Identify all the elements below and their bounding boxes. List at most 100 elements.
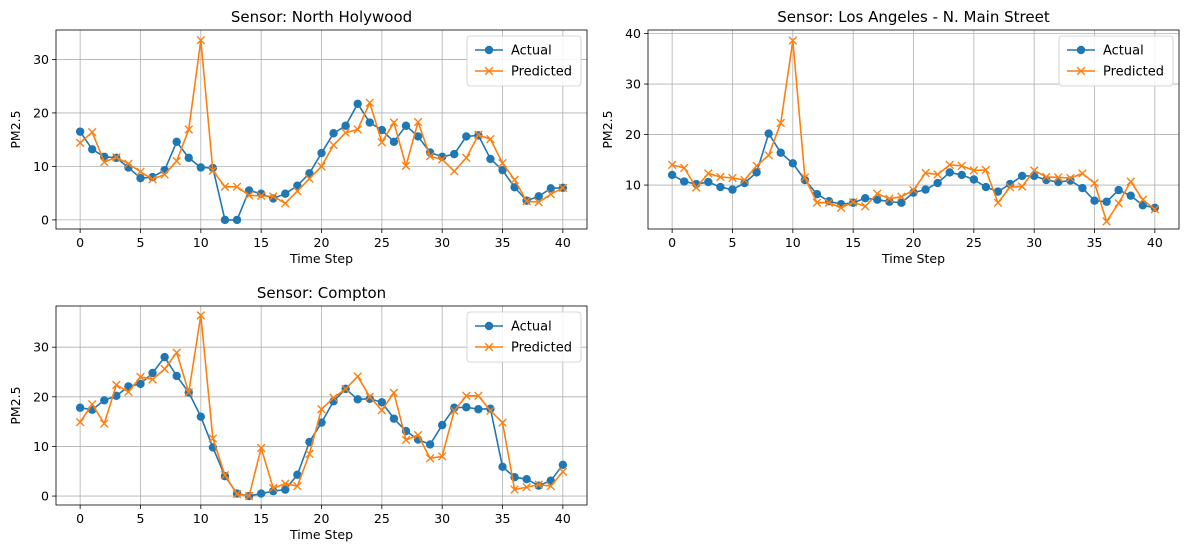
data-point [425,440,435,449]
data-point [740,178,749,188]
data-point [462,153,471,163]
series-predicted [667,36,1160,226]
data-point [389,388,399,398]
data-point [450,403,459,412]
y-axis-label: PM2.5 [8,386,23,424]
x-tick-label: 30 [434,511,450,526]
data-point [474,391,483,401]
data-point [788,36,798,45]
data-point [728,173,737,183]
x-tick-label: 20 [314,235,330,250]
data-point [172,348,181,357]
data-point [546,184,555,193]
data-point [474,405,483,414]
data-point [425,151,435,161]
data-point [1150,203,1160,212]
data-point [305,449,314,459]
data-point [305,174,314,184]
y-tick-label: 10 [625,178,641,193]
data-point [848,197,858,207]
y-tick-label: 40 [625,26,641,41]
data-point [534,197,544,207]
data-point [293,470,302,479]
data-point [148,375,157,384]
data-point [256,443,266,453]
data-point [196,412,206,421]
data-point [293,186,302,196]
data-point [522,196,531,206]
data-point [160,364,169,374]
legend-label: Predicted [511,65,572,80]
data-point [377,398,387,407]
y-axis-label: PM2.5 [8,110,23,148]
data-point [897,192,906,201]
data-point [232,182,242,192]
data-point [317,418,326,427]
x-tick-label: 15 [845,235,861,250]
x-tick-label: 5 [137,235,145,250]
data-point [99,419,109,428]
data-point [933,178,942,188]
data-point [1042,175,1051,185]
data-point [921,168,930,178]
data-point [993,198,1003,208]
data-point [800,173,810,182]
data-point [293,481,302,491]
legend: Actual Predicted [466,311,582,363]
data-point [353,372,362,381]
data-point [716,172,725,182]
data-point [401,121,411,130]
data-point [704,169,713,178]
data-point [377,138,387,147]
x-tick-label: 40 [555,511,571,526]
data-point [776,118,786,128]
chart-title: Sensor: North Holywood [231,8,412,26]
data-point [450,149,459,159]
x-tick-label: 10 [193,235,209,250]
x-tick-label: 30 [434,235,450,250]
data-point [220,470,230,480]
data-point [208,434,218,443]
data-point [329,140,338,150]
legend-marker [484,342,494,352]
data-point [449,166,459,176]
data-point [522,482,531,492]
x-tick-label: 25 [374,235,390,250]
legend-marker [484,45,494,55]
data-point [281,199,290,208]
data-point [909,185,918,195]
x-tick-label: 10 [193,511,209,526]
data-point [510,183,519,192]
data-point [945,160,954,170]
y-tick-label: 0 [41,489,49,504]
data-point [401,435,411,445]
x-tick-label: 25 [966,235,982,250]
data-point [389,414,399,423]
data-point [812,189,822,199]
data-point [87,127,97,137]
data-point [87,399,97,409]
data-point [353,125,362,134]
x-tick-label: 30 [1026,235,1042,250]
data-point [558,183,568,193]
data-point [1090,178,1099,188]
data-point [534,480,544,489]
data-point [172,137,181,147]
data-point [124,159,133,169]
data-point [353,395,362,404]
data-point [269,486,278,496]
data-point [136,167,145,177]
data-point [1078,183,1087,193]
y-tick-label: 20 [625,127,641,142]
data-point [220,215,230,225]
data-point [933,170,942,179]
data-point [100,396,109,405]
y-tick-label: 30 [33,340,49,355]
data-point [281,189,290,198]
data-point [1017,182,1027,191]
data-point [957,161,967,171]
data-point [873,189,882,198]
data-point [136,379,145,389]
data-point [256,191,266,201]
series-actual [667,129,1160,212]
